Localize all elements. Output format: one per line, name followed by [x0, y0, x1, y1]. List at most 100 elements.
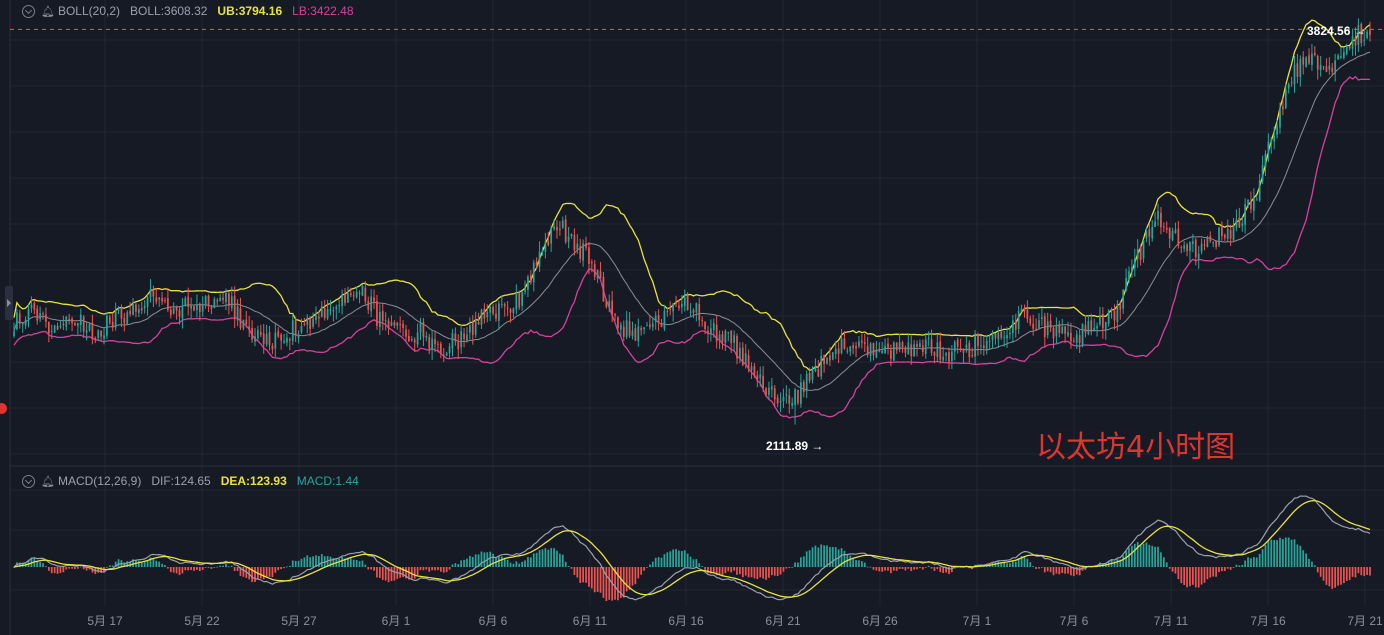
histogram-bar-negative [167, 567, 169, 569]
histogram-bar-positive [512, 563, 515, 567]
bell-icon[interactable]: 🔔︎ [41, 5, 55, 18]
candle-up [892, 342, 895, 361]
bell-icon[interactable]: 🔔︎ [41, 475, 55, 488]
candle-up [1183, 245, 1186, 249]
candle-up [486, 312, 489, 318]
candle-up [489, 306, 492, 313]
histogram-bar-negative [419, 567, 422, 571]
pane-separator [9, 0, 1384, 635]
histogram-bar-positive [524, 560, 526, 567]
candle-up [1305, 57, 1307, 67]
candle-up [451, 333, 454, 349]
histogram-bar-positive [1293, 539, 1296, 567]
candle-up [419, 322, 422, 333]
candle-down [634, 328, 637, 341]
candle-up [1267, 141, 1270, 154]
candle-up [689, 311, 692, 313]
candle-up [378, 311, 381, 328]
histogram-bar-positive [27, 559, 30, 567]
candle-up [1006, 335, 1008, 339]
candle-up [254, 336, 256, 342]
candle-down [120, 307, 123, 319]
histogram-bar-positive [855, 560, 857, 567]
histogram-bar-positive [291, 560, 294, 567]
candle-down [1223, 234, 1226, 238]
histogram-bar-positive [515, 561, 518, 567]
candle-down [367, 301, 370, 310]
histogram-bar-negative [1369, 567, 1371, 576]
histogram-bar-negative [1357, 567, 1360, 574]
candle-down [855, 346, 857, 349]
candle-up [1299, 59, 1302, 78]
histogram-bar-negative [939, 567, 942, 573]
candle-up [561, 220, 564, 228]
price-pane[interactable] [10, 18, 1384, 425]
candle-down [518, 292, 521, 308]
histogram-bar-negative [1218, 567, 1220, 573]
histogram-bar-negative [1075, 567, 1078, 575]
candle-down [910, 344, 913, 356]
histogram-bar-positive [1020, 556, 1023, 567]
histogram-bar-positive [349, 558, 352, 567]
candle-down [82, 316, 85, 332]
expand-panel-button[interactable] [5, 286, 13, 320]
histogram-bar-positive [132, 559, 134, 567]
histogram-bar-positive [126, 561, 129, 567]
histogram-bar-positive [1131, 545, 1133, 567]
candle-up [1334, 60, 1337, 74]
time-axis[interactable]: 5月 17 5月 22 5月 27 6月 1 6月 6 6月 11 6月 16 6月 21 6月… [87, 614, 1383, 628]
candle-down [1313, 52, 1316, 56]
candle-up [1197, 253, 1200, 259]
histogram-bar-positive [1122, 555, 1125, 567]
histogram-bar-positive [1252, 557, 1255, 567]
histogram-bar-positive [228, 566, 230, 568]
histogram-bar-positive [143, 561, 146, 567]
histogram-bar-negative [588, 567, 590, 587]
macd-hist-value: MACD:1.44 [296, 474, 359, 488]
candle-down [483, 308, 486, 319]
candle-down [62, 323, 65, 326]
histogram-bar-negative [422, 567, 425, 571]
alert-dot[interactable] [0, 403, 7, 414]
candle-up [242, 319, 245, 329]
histogram-bar-positive [309, 557, 312, 567]
candle-down [956, 339, 959, 347]
histogram-bar-negative [1319, 567, 1322, 577]
candle-up [1322, 66, 1325, 68]
histogram-bar-positive [797, 562, 799, 567]
histogram-bar-positive [483, 552, 486, 567]
histogram-bar-negative [1221, 567, 1223, 572]
candle-up [869, 343, 872, 356]
histogram-bar-positive [1113, 561, 1116, 567]
histogram-bar-positive [1139, 544, 1142, 567]
candle-up [158, 297, 161, 300]
histogram-bar-positive [869, 566, 872, 568]
candle-up [143, 305, 146, 308]
macd-pane[interactable] [13, 495, 1371, 601]
histogram-bar-positive [297, 560, 300, 567]
candle-up [425, 335, 428, 338]
histogram-bar-positive [680, 550, 683, 567]
candle-up [1345, 46, 1348, 54]
candle-up [538, 251, 541, 267]
candle-down [1119, 304, 1122, 310]
candle-down [962, 348, 965, 353]
candle-down [1014, 321, 1017, 330]
candle-down [1316, 55, 1319, 70]
collapse-icon[interactable] [22, 4, 35, 18]
collapse-icon[interactable] [22, 474, 35, 488]
candle-up [724, 330, 727, 344]
histogram-bar-positive [457, 564, 460, 567]
histogram-bar-negative [62, 567, 65, 573]
candle-down [405, 329, 407, 337]
candle-up [50, 330, 53, 332]
candle-down [788, 395, 791, 404]
candle-up [524, 288, 526, 292]
histogram-bar-negative [262, 567, 265, 580]
histogram-bar-negative [779, 567, 782, 575]
candle-down [1302, 56, 1305, 65]
histogram-bar-negative [1046, 567, 1049, 572]
candle-down [56, 326, 59, 330]
